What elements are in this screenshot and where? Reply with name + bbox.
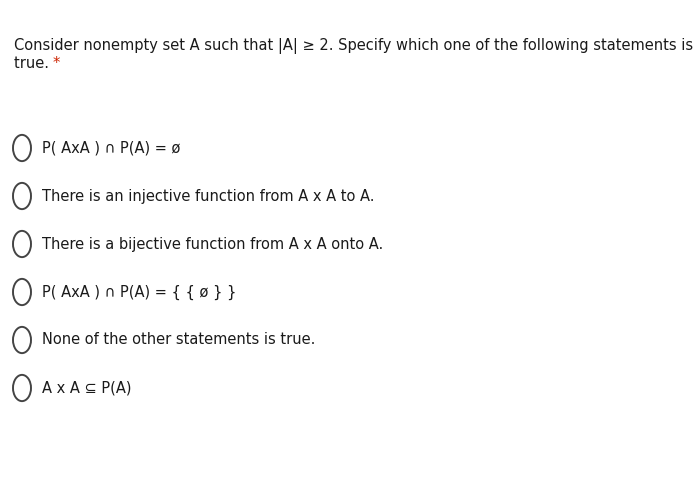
Text: *: *: [53, 56, 60, 71]
Text: There is an injective function from A x A to A.: There is an injective function from A x …: [42, 189, 374, 204]
Text: A x A ⊆ P(A): A x A ⊆ P(A): [42, 381, 132, 396]
Text: There is a bijective function from A x A onto A.: There is a bijective function from A x A…: [42, 237, 384, 252]
Text: P( AxA ) ∩ P(A) = { { ø } }: P( AxA ) ∩ P(A) = { { ø } }: [42, 284, 237, 300]
Text: None of the other statements is true.: None of the other statements is true.: [42, 333, 316, 348]
Text: Consider nonempty set A such that |A| ≥ 2. Specify which one of the following st: Consider nonempty set A such that |A| ≥ …: [14, 38, 693, 54]
Text: P( AxA ) ∩ P(A) = ø: P( AxA ) ∩ P(A) = ø: [42, 141, 181, 156]
Text: true.: true.: [14, 56, 54, 71]
